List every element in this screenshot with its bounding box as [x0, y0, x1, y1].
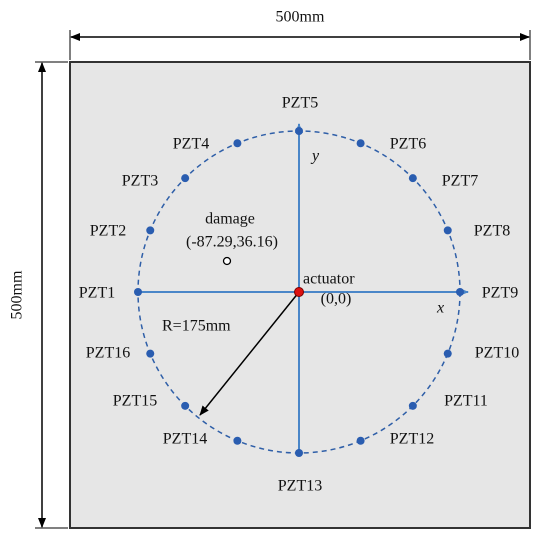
sensor-label: PZT2	[90, 223, 126, 240]
sensor-dot	[181, 401, 190, 410]
sensor-dot	[408, 174, 417, 183]
sensor-label: PZT4	[173, 136, 209, 153]
sensor-dot	[443, 226, 452, 235]
x-axis-label: x	[436, 300, 444, 317]
sensor-label: PZT7	[442, 173, 478, 190]
sensor-label: PZT11	[444, 393, 488, 410]
sensor-dot	[181, 174, 190, 183]
sensor-dot	[295, 127, 303, 135]
sensor-dot	[408, 401, 417, 410]
sensor-dot	[146, 226, 155, 235]
sensor-label: PZT13	[278, 478, 322, 495]
radius-arrow	[199, 291, 300, 416]
actuator-dot	[294, 287, 304, 297]
y-axis-label: y	[310, 148, 320, 165]
sensor-dot	[443, 349, 452, 358]
sensor-label: PZT12	[390, 431, 434, 448]
sensor-dot	[233, 436, 242, 445]
sensor-label: PZT5	[282, 95, 318, 112]
damage-marker	[222, 256, 232, 266]
width-label: 500mm	[276, 9, 325, 26]
sensor-dot	[295, 449, 303, 457]
actuator-label: actuator	[303, 271, 355, 288]
sensor-label: PZT14	[163, 431, 207, 448]
sensor-label: PZT10	[475, 345, 519, 362]
sensor-dot	[456, 288, 464, 296]
sensor-dot	[356, 436, 365, 445]
sensor-dot	[356, 139, 365, 148]
sensor-label: PZT15	[113, 393, 157, 410]
sensor-label: PZT6	[390, 136, 426, 153]
sensor-label: PZT3	[122, 173, 158, 190]
sensor-label: PZT9	[482, 285, 518, 302]
damage-label: damage	[205, 211, 255, 228]
sensor-label: PZT1	[79, 285, 115, 302]
sensor-label: PZT8	[474, 223, 510, 240]
damage-coordinates: (-87.29,36.16)	[186, 234, 278, 251]
sensor-dot	[146, 349, 155, 358]
height-label: 500mm	[9, 270, 26, 319]
sensor-label: PZT16	[86, 345, 130, 362]
radius-label: R=175mm	[162, 318, 231, 335]
sensor-dot	[233, 139, 242, 148]
sensor-dot	[134, 288, 142, 296]
actuator-coordinates: (0,0)	[321, 291, 352, 308]
